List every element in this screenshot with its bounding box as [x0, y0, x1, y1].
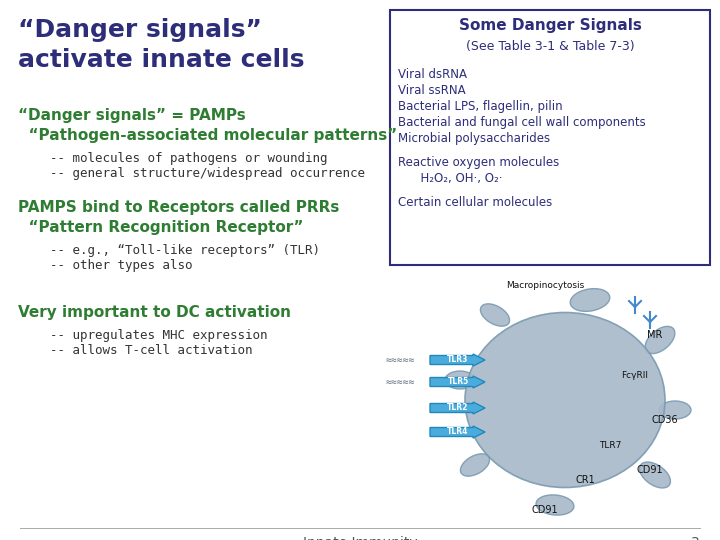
Text: TLR5: TLR5 — [447, 377, 469, 387]
Ellipse shape — [645, 326, 675, 354]
Text: -- other types also: -- other types also — [50, 259, 192, 272]
Text: 3: 3 — [691, 536, 700, 540]
Text: ≈≈≈≈≈: ≈≈≈≈≈ — [385, 355, 415, 365]
Text: Viral ssRNA: Viral ssRNA — [398, 84, 466, 97]
Text: -- upregulates MHC expression: -- upregulates MHC expression — [50, 329, 268, 342]
Text: Innate Immunity: Innate Immunity — [302, 536, 418, 540]
Ellipse shape — [465, 313, 665, 488]
Text: PAMPS bind to Receptors called PRRs: PAMPS bind to Receptors called PRRs — [18, 200, 339, 215]
Text: TLR2: TLR2 — [447, 403, 469, 413]
Ellipse shape — [460, 454, 490, 476]
Text: Very important to DC activation: Very important to DC activation — [18, 305, 291, 320]
Text: Certain cellular molecules: Certain cellular molecules — [398, 196, 552, 209]
Text: TLR7: TLR7 — [599, 441, 621, 449]
Text: Microbial polysaccharides: Microbial polysaccharides — [398, 132, 550, 145]
Text: Reactive oxygen molecules: Reactive oxygen molecules — [398, 156, 559, 169]
Text: CD91: CD91 — [636, 465, 663, 475]
Text: Viral dsRNA: Viral dsRNA — [398, 68, 467, 81]
Ellipse shape — [445, 371, 475, 389]
Text: “Danger signals”: “Danger signals” — [18, 18, 262, 42]
Text: Some Danger Signals: Some Danger Signals — [459, 18, 642, 33]
Text: (See Table 3-1 & Table 7-3): (See Table 3-1 & Table 7-3) — [466, 40, 634, 53]
Ellipse shape — [536, 495, 574, 515]
Ellipse shape — [570, 288, 610, 312]
Text: TLR4: TLR4 — [447, 428, 469, 436]
Text: “Pattern Recognition Receptor”: “Pattern Recognition Receptor” — [18, 220, 304, 235]
Text: activate innate cells: activate innate cells — [18, 48, 305, 72]
FancyArrow shape — [430, 402, 485, 414]
Text: FcγRII: FcγRII — [621, 370, 649, 380]
Text: H₂O₂, OH·, O₂·: H₂O₂, OH·, O₂· — [398, 172, 503, 185]
Text: ≈≈≈≈≈: ≈≈≈≈≈ — [385, 377, 415, 387]
Text: -- allows T-cell activation: -- allows T-cell activation — [50, 344, 253, 357]
Text: MR: MR — [647, 330, 662, 340]
Text: Macropinocytosis: Macropinocytosis — [506, 280, 584, 289]
Ellipse shape — [480, 304, 510, 326]
Ellipse shape — [639, 462, 670, 488]
FancyArrow shape — [430, 354, 485, 366]
Text: “Pathogen-associated molecular patterns”: “Pathogen-associated molecular patterns” — [18, 128, 397, 143]
Text: -- e.g., “Toll-like receptors” (TLR): -- e.g., “Toll-like receptors” (TLR) — [50, 244, 320, 257]
FancyArrow shape — [430, 376, 485, 388]
FancyArrow shape — [430, 426, 485, 438]
Text: Bacterial and fungal cell wall components: Bacterial and fungal cell wall component… — [398, 116, 646, 129]
Text: CD91: CD91 — [531, 505, 558, 515]
FancyBboxPatch shape — [390, 10, 710, 265]
Text: -- general structure/widespread occurrence: -- general structure/widespread occurren… — [50, 167, 365, 180]
Text: -- molecules of pathogens or wounding: -- molecules of pathogens or wounding — [50, 152, 328, 165]
Text: Bacterial LPS, flagellin, pilin: Bacterial LPS, flagellin, pilin — [398, 100, 562, 113]
Text: CD36: CD36 — [652, 415, 678, 425]
Text: CR1: CR1 — [575, 475, 595, 485]
Ellipse shape — [659, 401, 691, 419]
Text: TLR3: TLR3 — [447, 355, 469, 364]
Text: “Danger signals” = PAMPs: “Danger signals” = PAMPs — [18, 108, 246, 123]
